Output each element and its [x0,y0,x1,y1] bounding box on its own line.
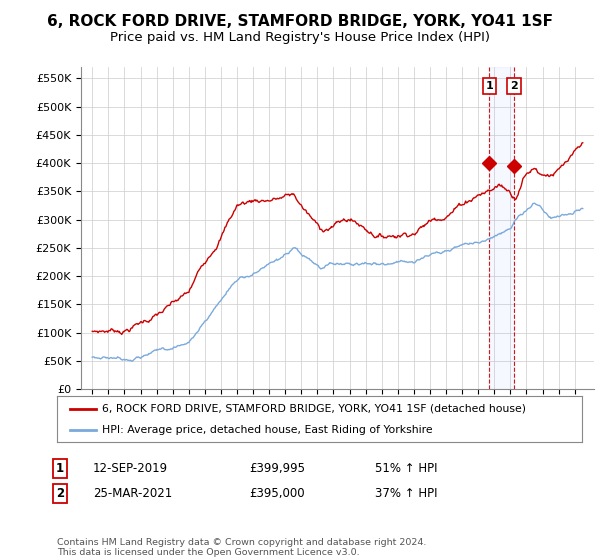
Text: HPI: Average price, detached house, East Riding of Yorkshire: HPI: Average price, detached house, East… [101,425,432,435]
Text: 2: 2 [510,81,518,91]
Text: 2: 2 [56,487,64,501]
Text: 6, ROCK FORD DRIVE, STAMFORD BRIDGE, YORK, YO41 1SF: 6, ROCK FORD DRIVE, STAMFORD BRIDGE, YOR… [47,14,553,29]
Bar [490,67,514,389]
Text: 1: 1 [485,81,493,91]
Text: £399,995: £399,995 [249,462,305,475]
Text: Price paid vs. HM Land Registry's House Price Index (HPI): Price paid vs. HM Land Registry's House … [110,31,490,44]
Text: 1: 1 [56,462,64,475]
Text: 37% ↑ HPI: 37% ↑ HPI [375,487,437,501]
Text: £395,000: £395,000 [249,487,305,501]
Text: 51% ↑ HPI: 51% ↑ HPI [375,462,437,475]
Text: 6, ROCK FORD DRIVE, STAMFORD BRIDGE, YORK, YO41 1SF (detached house): 6, ROCK FORD DRIVE, STAMFORD BRIDGE, YOR… [101,404,526,414]
Text: Contains HM Land Registry data © Crown copyright and database right 2024.
This d: Contains HM Land Registry data © Crown c… [57,538,427,557]
Text: 25-MAR-2021: 25-MAR-2021 [93,487,172,501]
Text: 12-SEP-2019: 12-SEP-2019 [93,462,168,475]
